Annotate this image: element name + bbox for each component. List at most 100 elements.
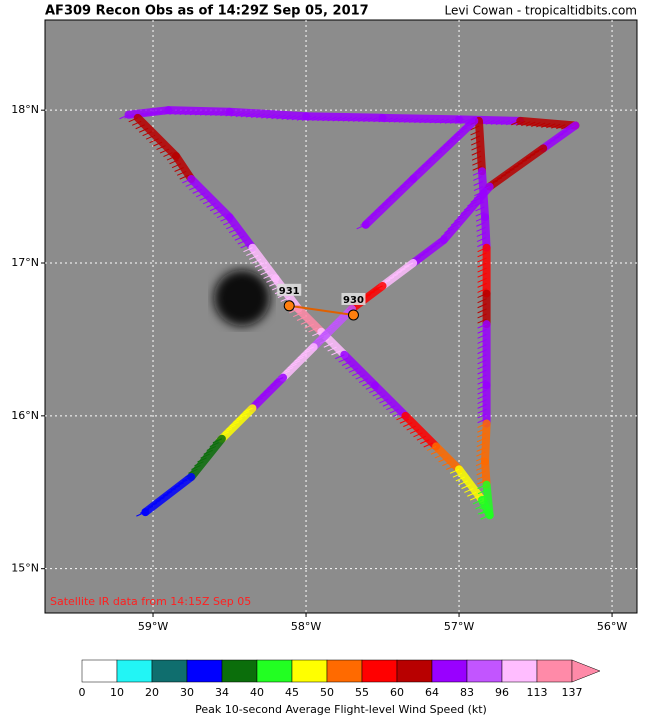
wind-barb bbox=[470, 140, 481, 146]
wind-barb bbox=[348, 367, 359, 373]
wind-barb bbox=[358, 378, 369, 383]
wind-barb bbox=[546, 139, 556, 145]
wind-barb bbox=[166, 155, 177, 161]
wind-barb bbox=[477, 399, 487, 405]
wind-barb bbox=[546, 123, 556, 129]
wind-barb bbox=[475, 211, 485, 217]
wind-barb bbox=[414, 118, 424, 124]
wind-barb bbox=[335, 315, 346, 321]
wind-barb bbox=[521, 156, 532, 162]
wind-barb bbox=[477, 364, 487, 370]
wind-barb bbox=[490, 119, 501, 125]
wind-barb bbox=[471, 145, 481, 151]
wind-barb bbox=[447, 137, 457, 143]
wind-barb bbox=[145, 134, 156, 140]
y-tick-label: 18°N bbox=[11, 103, 39, 116]
wind-barb bbox=[273, 377, 284, 383]
wind-barb bbox=[206, 202, 216, 208]
colorbar-swatch bbox=[221, 659, 258, 683]
colorbar-swatch bbox=[396, 659, 433, 683]
wind-barb bbox=[541, 122, 551, 128]
wind-barb bbox=[477, 303, 487, 309]
wind-barb bbox=[398, 117, 409, 123]
wind-barb bbox=[460, 209, 471, 214]
wind-barb bbox=[403, 422, 413, 428]
wind-barb bbox=[352, 116, 363, 122]
wind-barb bbox=[477, 374, 487, 380]
wind-barb bbox=[210, 110, 220, 116]
wind-barb bbox=[267, 383, 277, 389]
wind-barb bbox=[476, 237, 487, 242]
colorbar-swatch bbox=[256, 659, 293, 683]
wind-barb bbox=[222, 428, 233, 434]
wind-barb bbox=[449, 468, 460, 474]
wind-barb bbox=[271, 114, 281, 120]
wind-barb bbox=[423, 248, 433, 254]
wind-barb bbox=[200, 453, 210, 459]
wind-barb bbox=[477, 247, 487, 253]
wind-barb bbox=[477, 257, 487, 263]
center-fix bbox=[283, 300, 295, 312]
colorbar-swatch bbox=[186, 659, 223, 683]
wind-barb bbox=[325, 325, 335, 331]
wind-barb bbox=[388, 274, 399, 279]
colorbar-tick-label: 50 bbox=[320, 686, 334, 699]
wind-barb bbox=[176, 170, 187, 176]
wind-barb bbox=[230, 111, 240, 117]
wind-barb bbox=[240, 112, 251, 118]
wind-barb bbox=[308, 327, 318, 333]
wind-barb bbox=[472, 165, 482, 171]
wind-barb bbox=[479, 504, 489, 510]
wind-barb bbox=[185, 181, 195, 187]
wind-barb bbox=[534, 147, 544, 153]
wind-barb bbox=[352, 371, 362, 377]
wind-barb bbox=[296, 115, 307, 121]
wind-barb bbox=[365, 291, 376, 297]
wind-barb bbox=[225, 111, 235, 117]
wind-barb bbox=[266, 277, 276, 283]
wind-barb bbox=[476, 470, 486, 476]
wind-barb bbox=[135, 124, 145, 130]
wind-barb bbox=[345, 364, 355, 370]
wind-barb bbox=[257, 266, 268, 272]
wind-barb bbox=[517, 159, 527, 165]
wind-barb bbox=[449, 118, 460, 124]
wind-barb bbox=[276, 114, 286, 120]
wind-barb bbox=[409, 118, 419, 123]
wind-barb bbox=[383, 117, 393, 123]
wind-barb bbox=[450, 134, 461, 139]
wind-barb bbox=[477, 413, 487, 419]
wind-barb bbox=[220, 111, 230, 117]
y-tick-label: 17°N bbox=[11, 256, 39, 269]
wind-barb bbox=[477, 403, 487, 409]
colorbar-swatch bbox=[116, 659, 153, 683]
pressure-label: 930 bbox=[343, 295, 364, 306]
wind-barb bbox=[477, 333, 487, 339]
wind-barb bbox=[178, 479, 188, 485]
wind-barb bbox=[465, 120, 475, 126]
wind-barb bbox=[473, 193, 484, 199]
wind-barb bbox=[477, 359, 487, 365]
wind-barb bbox=[174, 482, 184, 488]
wind-barb bbox=[213, 209, 223, 215]
wind-barb bbox=[461, 123, 471, 129]
wind-barb bbox=[477, 489, 488, 495]
wind-barb bbox=[251, 258, 262, 264]
wind-barb bbox=[256, 113, 266, 119]
wind-barb bbox=[452, 472, 463, 478]
wind-barb bbox=[321, 329, 332, 335]
credit: Levi Cowan - tropicaltidbits.com bbox=[444, 4, 637, 18]
wind-barb bbox=[164, 109, 174, 115]
wind-barb bbox=[562, 127, 572, 133]
wind-barb bbox=[403, 117, 414, 123]
wind-barb bbox=[388, 117, 399, 123]
wind-barb bbox=[392, 189, 403, 194]
wind-barb bbox=[341, 361, 352, 366]
wind-barb bbox=[235, 112, 246, 118]
wind-barb bbox=[476, 465, 486, 471]
map-title: AF309 Recon Obs as of 14:29Z Sep 05, 201… bbox=[45, 4, 369, 19]
wind-barb bbox=[479, 509, 490, 515]
wind-barb bbox=[473, 186, 484, 192]
colorbar-swatch bbox=[81, 659, 118, 683]
